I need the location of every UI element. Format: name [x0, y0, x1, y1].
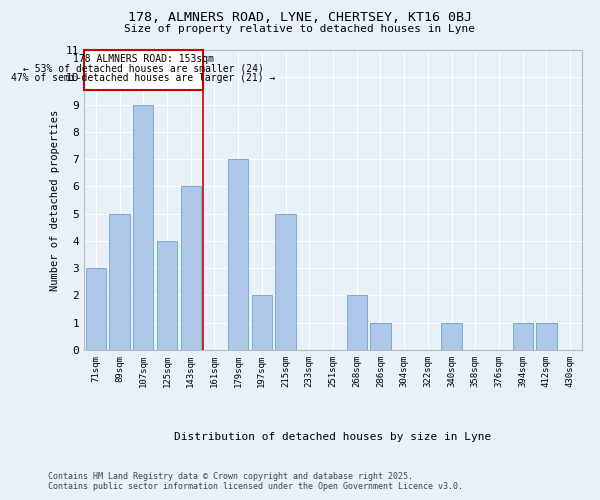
Bar — [512, 322, 533, 350]
Text: 178 ALMNERS ROAD: 153sqm: 178 ALMNERS ROAD: 153sqm — [73, 54, 214, 64]
Text: Distribution of detached houses by size in Lyne: Distribution of detached houses by size … — [175, 432, 491, 442]
Bar — [86, 268, 106, 350]
Y-axis label: Number of detached properties: Number of detached properties — [50, 110, 60, 290]
Bar — [252, 296, 272, 350]
Text: 178, ALMNERS ROAD, LYNE, CHERTSEY, KT16 0BJ: 178, ALMNERS ROAD, LYNE, CHERTSEY, KT16 … — [128, 11, 472, 24]
Bar — [228, 159, 248, 350]
Text: ← 53% of detached houses are smaller (24): ← 53% of detached houses are smaller (24… — [23, 64, 264, 74]
Text: 47% of semi-detached houses are larger (21) →: 47% of semi-detached houses are larger (… — [11, 73, 275, 83]
FancyBboxPatch shape — [84, 50, 203, 90]
Text: Contains public sector information licensed under the Open Government Licence v3: Contains public sector information licen… — [48, 482, 463, 491]
Bar — [536, 322, 557, 350]
Bar — [109, 214, 130, 350]
Bar — [133, 104, 154, 350]
Bar — [157, 241, 177, 350]
Bar — [347, 296, 367, 350]
Bar — [181, 186, 201, 350]
Bar — [370, 322, 391, 350]
Bar — [275, 214, 296, 350]
Bar — [442, 322, 461, 350]
Text: Contains HM Land Registry data © Crown copyright and database right 2025.: Contains HM Land Registry data © Crown c… — [48, 472, 413, 481]
Text: Size of property relative to detached houses in Lyne: Size of property relative to detached ho… — [125, 24, 476, 34]
